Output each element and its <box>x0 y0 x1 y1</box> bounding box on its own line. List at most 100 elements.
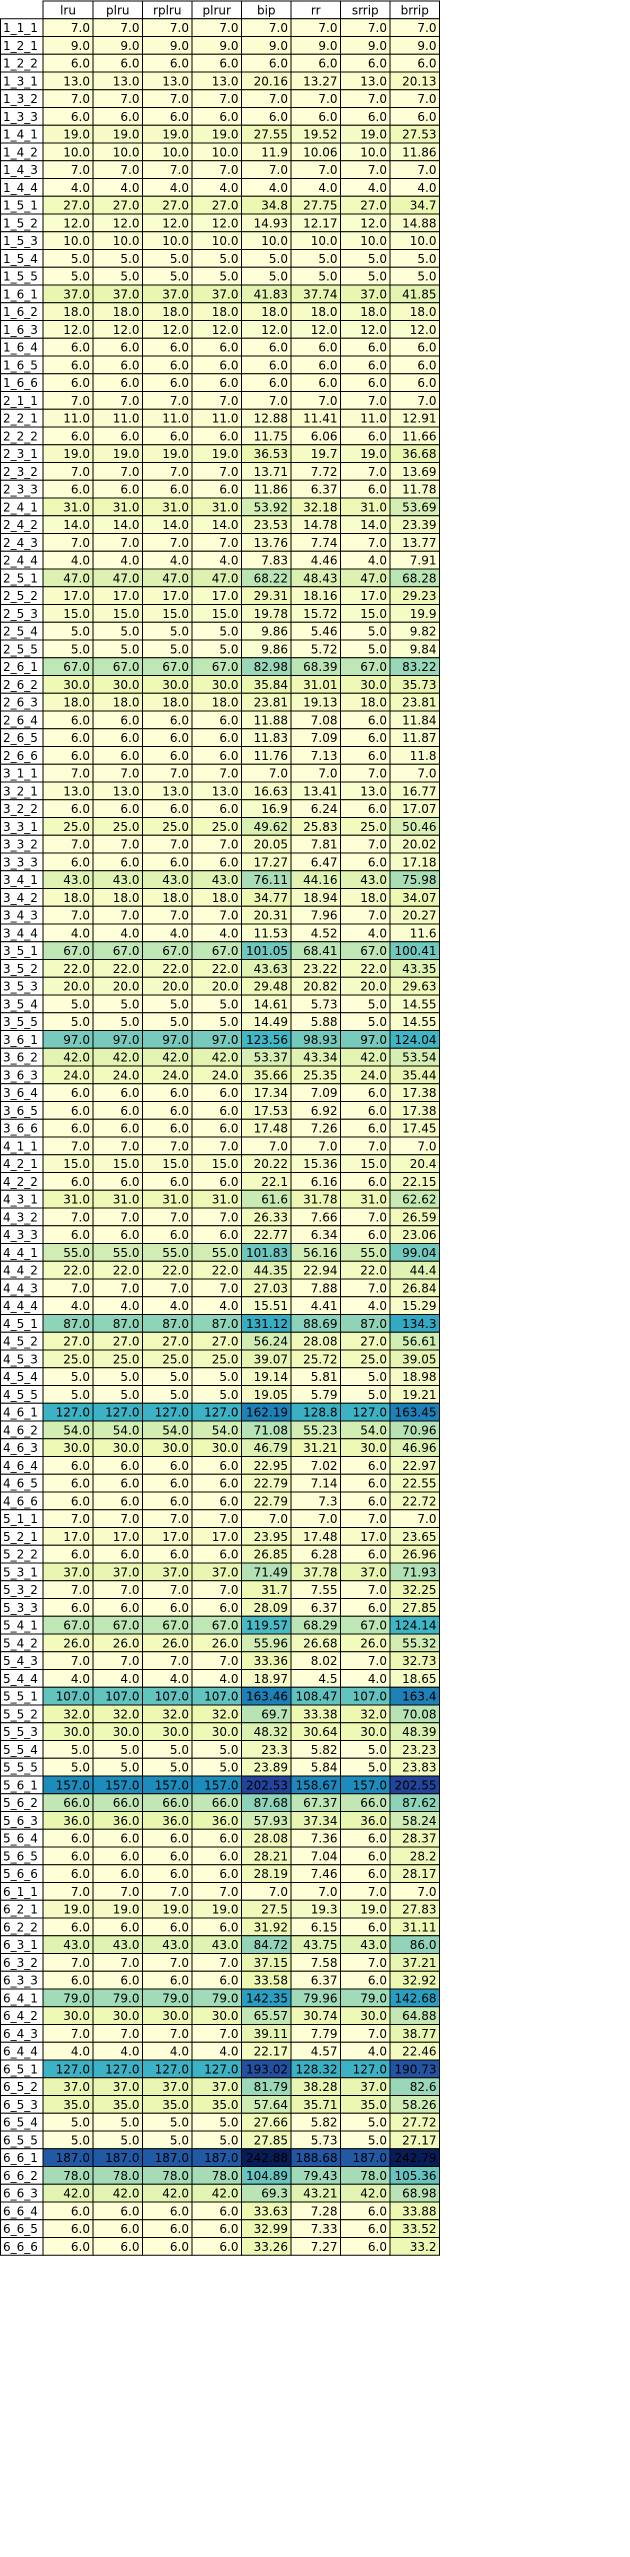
row-label: 4_3_1 <box>3 1193 38 1207</box>
cell-value: 157.0 <box>204 1778 238 1792</box>
cell-value: 4.0 <box>71 2045 90 2059</box>
cell-value: 7.0 <box>120 465 139 479</box>
cell-value: 6.0 <box>71 1974 90 1988</box>
cell-value: 6.0 <box>170 749 189 763</box>
cell-value: 6.0 <box>170 1601 189 1615</box>
cell-value: 7.88 <box>311 1281 338 1295</box>
cell-value: 25.0 <box>113 1352 140 1366</box>
cell-value: 5.46 <box>311 625 338 639</box>
cell-value: 13.27 <box>303 74 337 88</box>
cell-value: 6.0 <box>120 855 139 869</box>
row-label: 4_3_2 <box>3 1210 38 1224</box>
cell-value: 17.0 <box>113 589 140 603</box>
cell-value: 43.0 <box>212 1938 239 1952</box>
cell-value: 37.0 <box>212 287 239 301</box>
cell-value: 10.0 <box>212 145 239 159</box>
cell-value: 6.0 <box>170 1849 189 1863</box>
cell-value: 7.0 <box>318 767 337 781</box>
cell-value: 19.78 <box>254 607 288 621</box>
cell-value: 6.0 <box>71 1849 90 1863</box>
cell-value: 4.0 <box>71 926 90 940</box>
cell-value: 68.28 <box>402 571 436 585</box>
cell-value: 6.15 <box>311 1920 338 1934</box>
cell-value: 7.0 <box>368 394 387 408</box>
cell-value: 5.0 <box>368 1015 387 1029</box>
cell-value: 43.0 <box>63 1938 90 1952</box>
cell-value: 5.88 <box>311 1015 338 1029</box>
row-label: 1_3_3 <box>3 110 38 124</box>
cell-value: 29.63 <box>402 980 436 994</box>
cell-value: 6.0 <box>368 1601 387 1615</box>
cell-value: 20.0 <box>162 980 189 994</box>
cell-value: 15.72 <box>303 607 337 621</box>
row-label: 4_6_6 <box>3 1494 38 1508</box>
cell-value: 42.0 <box>162 1051 189 1065</box>
cell-value: 4.0 <box>269 181 288 195</box>
cell-value: 5.0 <box>170 2133 189 2147</box>
cell-value: 6.37 <box>311 1974 338 1988</box>
cell-value: 5.0 <box>120 1015 139 1029</box>
cell-value: 4.0 <box>219 1672 238 1686</box>
cell-value: 26.0 <box>63 1636 90 1650</box>
cell-value: 34.7 <box>410 199 437 213</box>
cell-value: 7.0 <box>219 92 238 106</box>
cell-value: 4.0 <box>170 181 189 195</box>
cell-value: 5.0 <box>120 642 139 656</box>
cell-value: 28.08 <box>303 1335 337 1349</box>
cell-value: 18.65 <box>402 1672 436 1686</box>
cell-value: 67.0 <box>63 1619 90 1633</box>
cell-value: 6.0 <box>71 1477 90 1491</box>
cell-value: 7.0 <box>269 394 288 408</box>
cell-value: 19.7 <box>311 447 338 461</box>
cell-value: 7.0 <box>219 1139 238 1153</box>
cell-value: 18.0 <box>63 891 90 905</box>
cell-value: 7.0 <box>120 1281 139 1295</box>
cell-value: 27.66 <box>254 2116 288 2130</box>
cell-value: 7.0 <box>71 1583 90 1597</box>
cell-value: 87.62 <box>402 1796 436 1810</box>
cell-value: 6.0 <box>170 1494 189 1508</box>
cell-value: 11.76 <box>254 749 288 763</box>
cell-value: 4.0 <box>318 181 337 195</box>
row-label: 1_2_2 <box>3 57 38 71</box>
cell-value: 10.0 <box>63 234 90 248</box>
cell-value: 4.46 <box>311 554 338 568</box>
cell-value: 6.0 <box>219 1122 238 1136</box>
row-label: 4_6_2 <box>3 1423 38 1437</box>
cell-value: 6.0 <box>219 1175 238 1189</box>
cell-value: 55.96 <box>254 1636 288 1650</box>
cell-value: 6.0 <box>417 376 436 390</box>
cell-value: 33.58 <box>254 1974 288 1988</box>
cell-value: 37.0 <box>360 1565 387 1579</box>
cell-value: 30.0 <box>360 1441 387 1455</box>
cell-value: 28.19 <box>254 1867 288 1881</box>
cell-value: 44.16 <box>303 873 337 887</box>
cell-value: 37.0 <box>63 287 90 301</box>
row-label: 3_2_2 <box>3 802 38 816</box>
cell-value: 13.0 <box>162 784 189 798</box>
cell-value: 10.0 <box>113 234 140 248</box>
row-label: 3_6_4 <box>3 1086 38 1100</box>
cell-value: 5.0 <box>417 252 436 266</box>
cell-value: 127.0 <box>155 2062 189 2076</box>
cell-value: 6.92 <box>311 1104 338 1118</box>
cell-value: 55.0 <box>212 1246 239 1260</box>
cell-value: 5.0 <box>368 1743 387 1757</box>
cell-value: 6.0 <box>170 57 189 71</box>
cell-value: 29.48 <box>254 980 288 994</box>
cell-value: 27.83 <box>402 1903 436 1917</box>
cell-value: 4.5 <box>318 1672 337 1686</box>
cell-value: 7.0 <box>368 838 387 852</box>
cell-value: 31.0 <box>212 500 239 514</box>
cell-value: 6.0 <box>368 749 387 763</box>
cell-value: 12.17 <box>303 216 337 230</box>
cell-value: 6.0 <box>71 110 90 124</box>
cell-value: 43.0 <box>113 873 140 887</box>
cell-value: 5.0 <box>120 2116 139 2130</box>
cell-value: 4.0 <box>120 1299 139 1313</box>
cell-value: 32.0 <box>162 1707 189 1721</box>
cell-value: 20.4 <box>410 1157 437 1171</box>
cell-value: 7.0 <box>120 767 139 781</box>
cell-value: 5.0 <box>219 2116 238 2130</box>
cell-value: 6.0 <box>368 1832 387 1846</box>
